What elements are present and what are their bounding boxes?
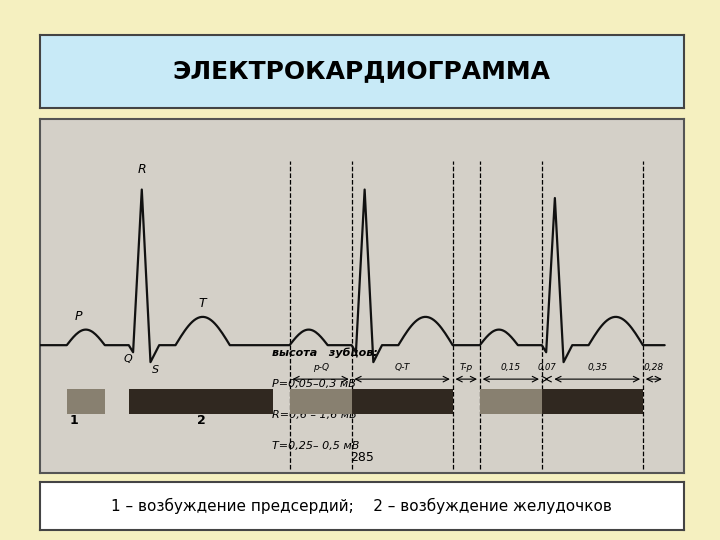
Text: 0,07: 0,07 bbox=[537, 363, 556, 372]
Bar bbox=[480, 389, 542, 415]
Text: Q-T: Q-T bbox=[395, 363, 410, 372]
Text: 2: 2 bbox=[197, 414, 205, 427]
Bar bbox=[289, 389, 351, 415]
Text: P: P bbox=[74, 310, 82, 323]
Text: 1 – возбуждение предсердий;    2 – возбуждение желудочков: 1 – возбуждение предсердий; 2 – возбужде… bbox=[112, 498, 612, 514]
Bar bbox=[542, 389, 643, 415]
Text: T-p: T-p bbox=[459, 363, 473, 372]
Text: T: T bbox=[199, 297, 207, 310]
Text: p-Q: p-Q bbox=[312, 363, 328, 372]
Text: 285: 285 bbox=[350, 451, 374, 464]
Bar bbox=[351, 389, 453, 415]
Bar bbox=[67, 389, 105, 415]
Text: S: S bbox=[152, 366, 159, 375]
Text: 0,28: 0,28 bbox=[644, 363, 664, 372]
Text: R: R bbox=[138, 163, 146, 176]
Bar bbox=[129, 389, 274, 415]
Text: T=0,25– 0,5 мВ: T=0,25– 0,5 мВ bbox=[271, 441, 359, 451]
Text: R=0,6 – 1,6 мВ: R=0,6 – 1,6 мВ bbox=[271, 410, 356, 420]
Text: высота   зубцов:: высота зубцов: bbox=[271, 348, 377, 359]
Text: 1: 1 bbox=[70, 414, 78, 427]
Text: ЭЛЕКТРОКАРДИОГРАММА: ЭЛЕКТРОКАРДИОГРАММА bbox=[173, 59, 551, 84]
Text: P=0,05–0,3 мВ: P=0,05–0,3 мВ bbox=[271, 379, 356, 389]
Text: 0,35: 0,35 bbox=[587, 363, 607, 372]
Text: Q: Q bbox=[123, 354, 132, 364]
Text: 0,15: 0,15 bbox=[501, 363, 521, 372]
